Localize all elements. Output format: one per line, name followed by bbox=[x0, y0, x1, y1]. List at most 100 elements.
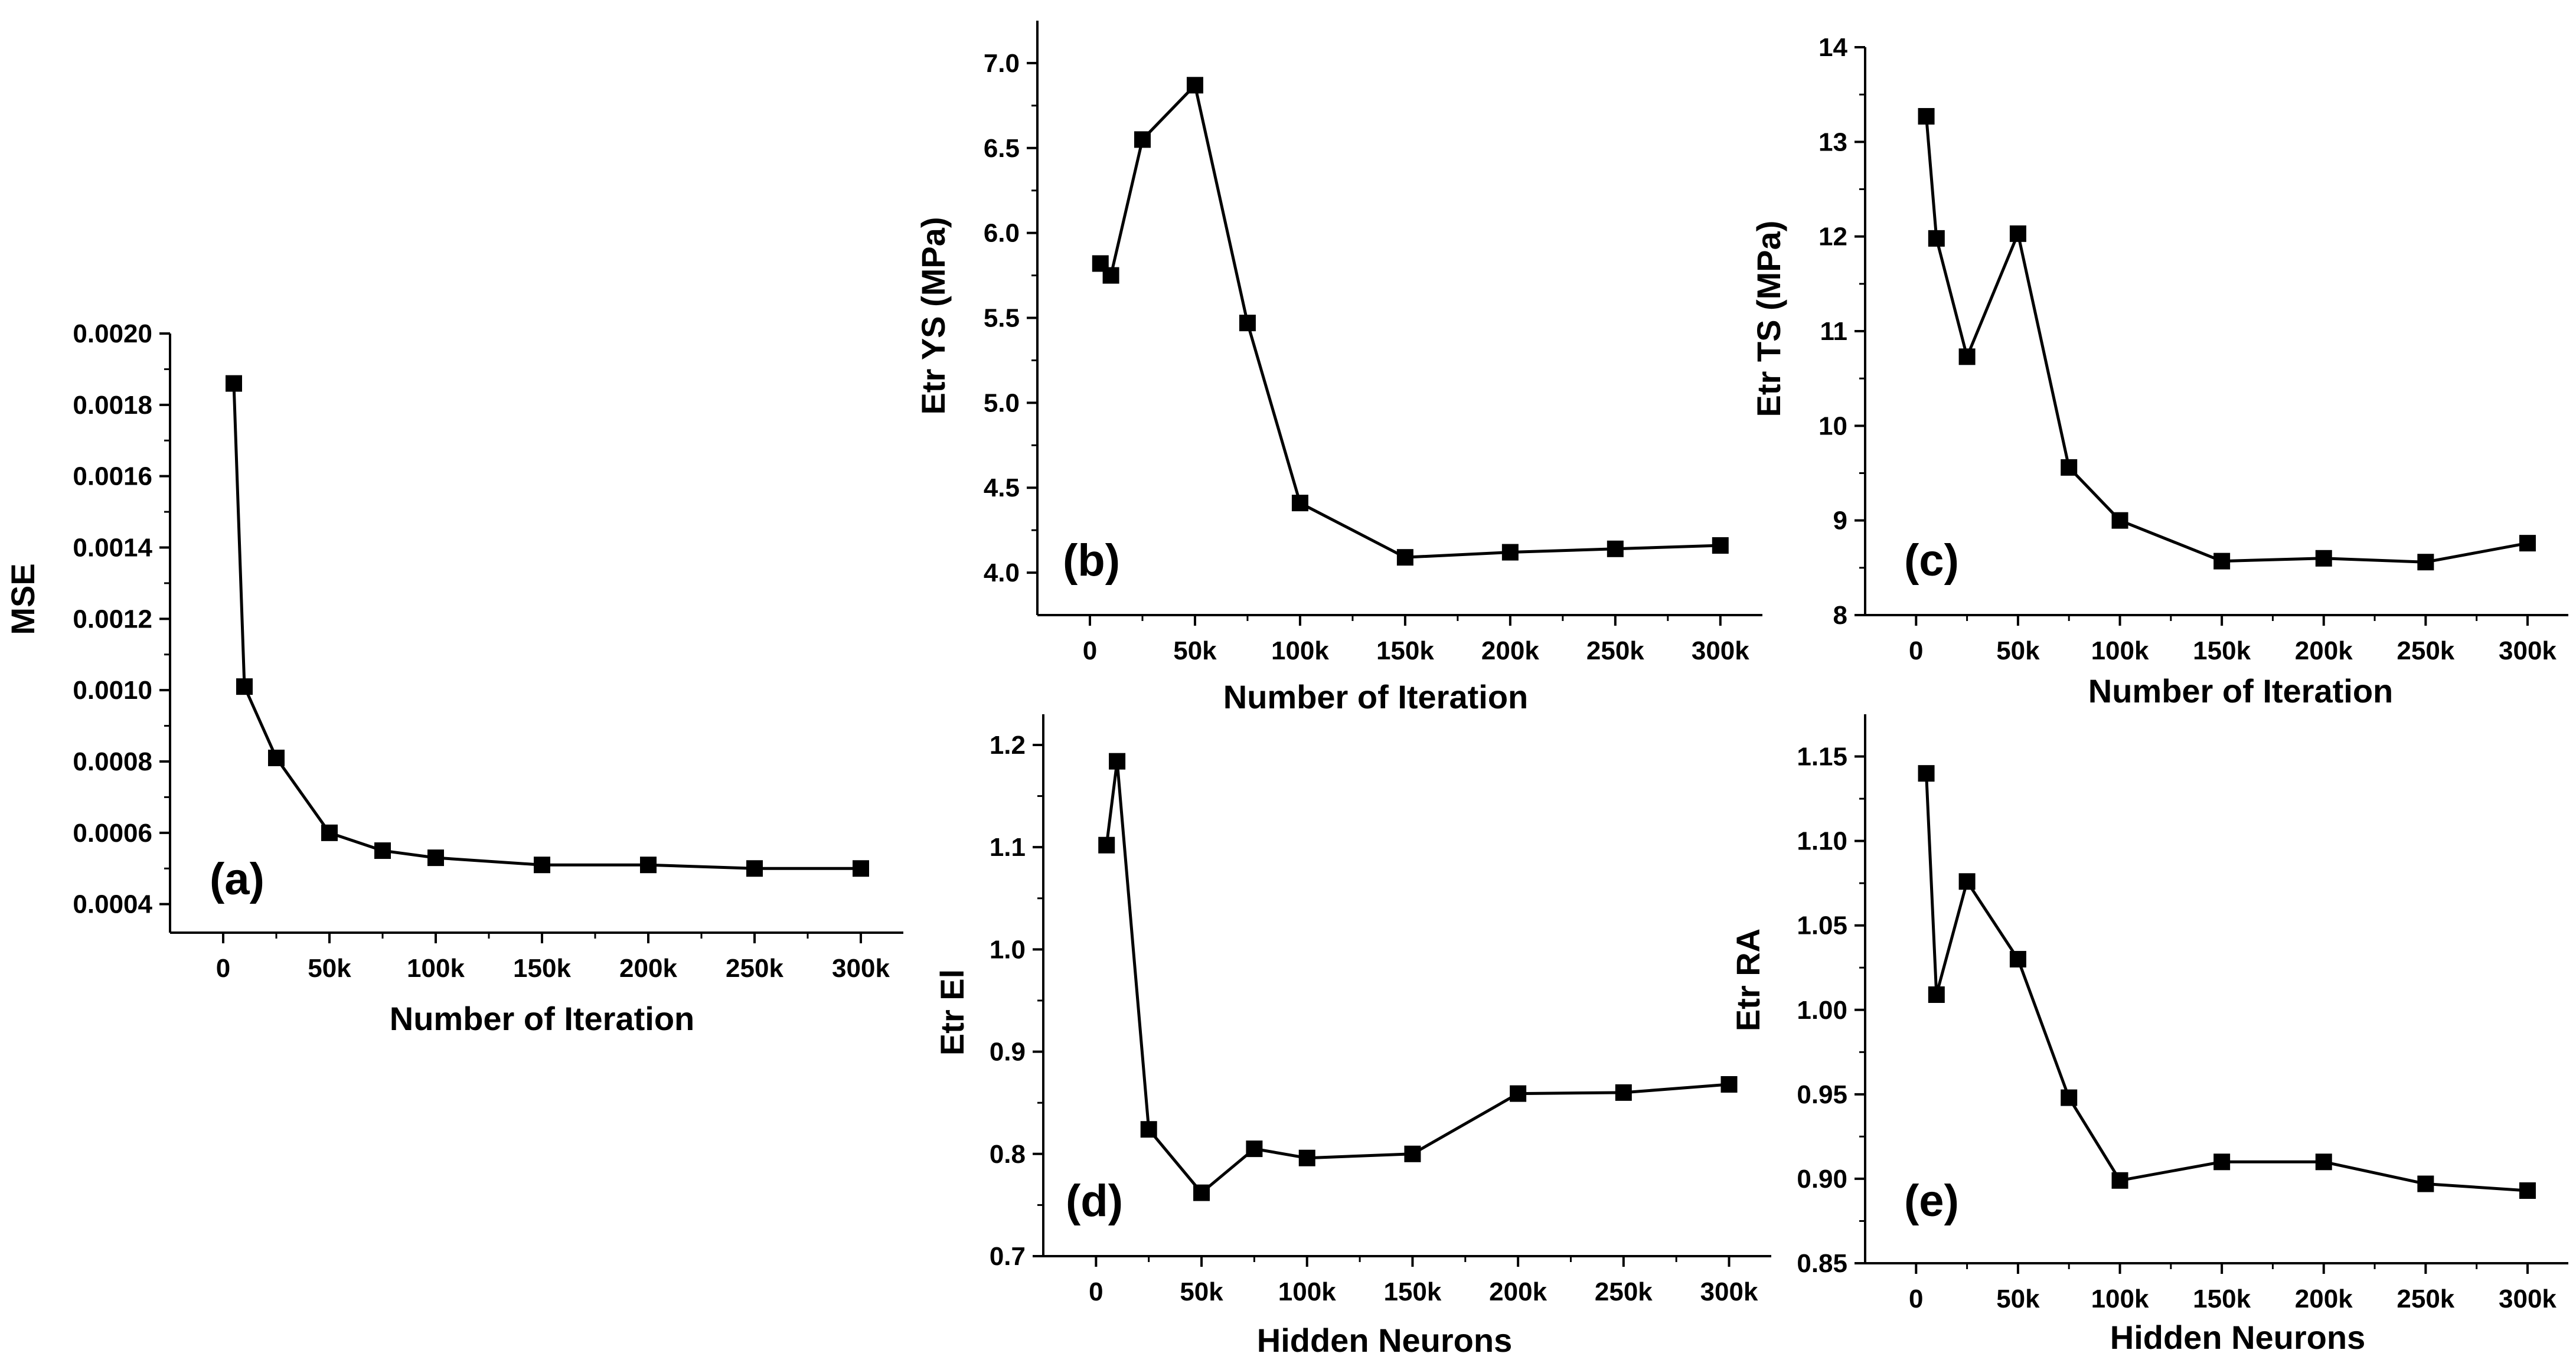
panel-d-data-point bbox=[1720, 1076, 1738, 1093]
panel-b-ytick-label: 6.5 bbox=[984, 134, 1020, 163]
panel-b-data-point bbox=[1239, 315, 1256, 332]
panel-c: Etr TS (MPa) Number of Iteration (c) 0 50… bbox=[1750, 33, 2568, 710]
panel-b-data-point bbox=[1607, 540, 1624, 557]
panel-c-label: (c) bbox=[1904, 535, 1959, 586]
panel-d-xlabel: Hidden Neurons bbox=[1257, 1322, 1512, 1359]
panel-a-xtick-label: 200k bbox=[619, 954, 677, 983]
panel-c-data-point bbox=[1928, 230, 1945, 247]
panel-e-data-point bbox=[2213, 1153, 2231, 1171]
panel-b-ytick-label: 4.5 bbox=[984, 473, 1020, 502]
panel-d-xtick-label: 300k bbox=[1700, 1277, 1758, 1306]
panel-b-xtick-label: 150k bbox=[1376, 636, 1434, 665]
panel-d-data-point bbox=[1246, 1140, 1263, 1158]
panel-d-ytick-label: 1.1 bbox=[990, 833, 1026, 862]
panel-e-data-point bbox=[1928, 986, 1945, 1004]
panel-b-xlabel: Number of Iteration bbox=[1223, 678, 1528, 715]
panel-c-ytick-label: 8 bbox=[1833, 601, 1847, 630]
panel-a-series-line bbox=[232, 383, 861, 870]
panel-e-ylabel: Etr RA bbox=[1729, 929, 1767, 1031]
panel-d-ytick-label: 1.2 bbox=[990, 731, 1026, 760]
panel-e-ytick-label: 1.05 bbox=[1797, 911, 1847, 940]
panel-b-data-point bbox=[1712, 537, 1729, 554]
panel-b-data-point bbox=[1396, 549, 1413, 566]
panel-d-ytick-label: 1.0 bbox=[990, 935, 1026, 964]
panel-a-xtick-label: 250k bbox=[726, 954, 783, 983]
panel-a-xtick-label: 0 bbox=[216, 954, 230, 983]
panel-a-ytick-label: 0.0020 bbox=[73, 319, 152, 348]
panel-a-data-point bbox=[746, 860, 763, 877]
panel-b-ytick-label: 6.0 bbox=[984, 219, 1020, 248]
panel-c-data-point bbox=[1918, 108, 1935, 125]
panel-a: MSE Number of Iteration (a) 0 50k 100k 150k… bbox=[4, 319, 903, 1037]
panel-e-data-point bbox=[2111, 1172, 2128, 1189]
panel-c-xtick-label: 250k bbox=[2397, 636, 2454, 665]
panel-e-data-point bbox=[2009, 950, 2026, 967]
panel-a-xtick-label: 150k bbox=[513, 954, 571, 983]
panel-b-data-point bbox=[1186, 77, 1203, 94]
panel-d-xtick-label: 0 bbox=[1089, 1277, 1103, 1306]
panel-b-ylabel: Etr YS (MPa) bbox=[915, 217, 952, 414]
panel-b-label: (b) bbox=[1063, 535, 1120, 586]
panel-b-xtick-label: 0 bbox=[1083, 636, 1097, 665]
panel-e-xtick-label: 50k bbox=[1996, 1284, 2040, 1313]
panel-e-data-point bbox=[2061, 1089, 2078, 1106]
panel-a-label: (a) bbox=[210, 854, 265, 904]
panel-a-ytick-label: 0.0008 bbox=[73, 747, 152, 776]
panel-e-xtick-label: 200k bbox=[2295, 1284, 2353, 1313]
panel-b-ytick-label: 5.5 bbox=[984, 304, 1020, 333]
panel-c-data-point bbox=[2315, 550, 2332, 567]
panel-a-data-point bbox=[226, 375, 242, 392]
panel-a-ytick-label: 0.0014 bbox=[73, 534, 152, 563]
panel-c-data-point bbox=[2213, 553, 2231, 570]
panel-d-ytick-label: 0.9 bbox=[990, 1038, 1026, 1067]
panel-e-ytick-label: 0.85 bbox=[1797, 1249, 1847, 1278]
panel-e-label: (e) bbox=[1904, 1176, 1959, 1226]
panel-a-xtick-label: 100k bbox=[407, 954, 465, 983]
panel-e-ytick-label: 1.00 bbox=[1797, 996, 1847, 1025]
panel-c-ytick-label: 14 bbox=[1818, 33, 1847, 62]
panel-b-data-point bbox=[1134, 131, 1151, 148]
panel-d: Etr El Hidden Neurons (d) 0 50k 100k 150k 20… bbox=[933, 714, 1771, 1359]
panel-c-xtick-label: 0 bbox=[1909, 636, 1923, 665]
panel-b: Etr YS (MPa) Number of Iteration (b) 0 50… bbox=[915, 21, 1762, 715]
panel-e-data-point bbox=[1958, 873, 1976, 890]
panel-c-ytick-label: 11 bbox=[1820, 317, 1847, 346]
panel-e-xtick-label: 150k bbox=[2193, 1284, 2251, 1313]
panel-e-xlabel: Hidden Neurons bbox=[2110, 1319, 2365, 1356]
panel-e-xtick-label: 0 bbox=[1909, 1284, 1923, 1313]
panel-b-data-point bbox=[1501, 544, 1519, 561]
panel-b-xtick-label: 200k bbox=[1481, 636, 1539, 665]
panel-a-data-point bbox=[374, 842, 391, 859]
panel-e-series-line bbox=[1925, 773, 2528, 1192]
panel-c-xtick-label: 50k bbox=[1996, 636, 2040, 665]
panel-b-series-line bbox=[1099, 83, 1720, 559]
panel-c-ytick-label: 13 bbox=[1818, 128, 1847, 156]
panel-a-ytick-label: 0.0004 bbox=[73, 890, 152, 919]
panel-e-data-point bbox=[2519, 1182, 2536, 1199]
panel-a-data-point bbox=[534, 857, 550, 874]
panel-d-ylabel: Etr El bbox=[933, 969, 971, 1055]
panel-e-xtick-label: 300k bbox=[2499, 1284, 2557, 1313]
panel-d-series-line bbox=[1105, 760, 1729, 1195]
panel-b-data-point bbox=[1102, 267, 1119, 284]
panel-a-data-point bbox=[640, 857, 657, 874]
panel-a-xtick-label: 300k bbox=[832, 954, 890, 983]
panel-c-ytick-label: 12 bbox=[1818, 223, 1847, 251]
panel-c-xlabel: Number of Iteration bbox=[2088, 672, 2393, 710]
panel-c-xtick-label: 300k bbox=[2499, 636, 2557, 665]
panel-c-series-line bbox=[1925, 116, 2528, 564]
panel-a-ytick-label: 0.0018 bbox=[73, 391, 152, 420]
panel-e-data-point bbox=[2417, 1175, 2434, 1192]
panel-d-xtick-label: 100k bbox=[1278, 1277, 1336, 1306]
panel-a-data-point bbox=[427, 849, 444, 867]
panel-c-xtick-label: 100k bbox=[2091, 636, 2149, 665]
panel-d-xtick-label: 150k bbox=[1383, 1277, 1441, 1306]
panel-d-data-point bbox=[1298, 1149, 1315, 1166]
panel-d-ytick-label: 0.7 bbox=[990, 1242, 1026, 1271]
panel-d-label: (d) bbox=[1066, 1176, 1123, 1226]
panel-d-xtick-label: 200k bbox=[1489, 1277, 1547, 1306]
panel-d-data-point bbox=[1140, 1121, 1157, 1138]
panel-e-ytick-label: 1.10 bbox=[1797, 827, 1847, 856]
